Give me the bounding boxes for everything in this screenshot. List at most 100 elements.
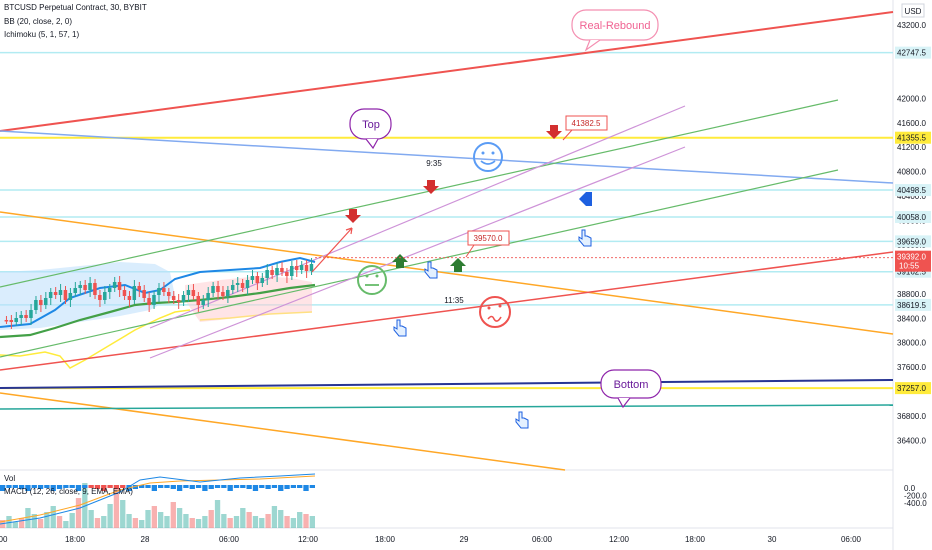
- price-box-41382[interactable]: 41382.5: [562, 115, 608, 141]
- price-tick-label: 37600.0: [897, 363, 926, 372]
- candle-body: [294, 266, 299, 270]
- hand-pointer-icon[interactable]: [424, 261, 438, 279]
- macd-histogram-bar: [50, 485, 56, 491]
- candle-body: [127, 296, 132, 300]
- volume-bar: [151, 506, 157, 528]
- volume-bar: [12, 522, 18, 528]
- macd-histogram-bar: [113, 485, 120, 489]
- bottom-callout[interactable]: Bottom: [600, 369, 662, 409]
- candle-body: [250, 276, 255, 280]
- sell-arrow-icon[interactable]: [546, 125, 562, 139]
- macd-histogram-bar: [101, 485, 107, 491]
- candle-body: [43, 298, 48, 305]
- price-axis[interactable]: 43200.0 42000.0 41600.0 41200.0 40800.0 40400…: [315, 21, 931, 445]
- buy-arrow-icon[interactable]: [392, 254, 408, 268]
- price-tag-label: 39162.5: [897, 268, 926, 277]
- sell-arrow-icon[interactable]: [345, 209, 361, 223]
- symbol-title[interactable]: BTCUSD Perpetual Contract, 30, BYBIT: [4, 3, 147, 12]
- macd-histogram-bar: [37, 485, 44, 489]
- macd-histogram-bar: [94, 485, 101, 489]
- candle-body: [112, 282, 117, 288]
- left-arrow-icon[interactable]: [579, 192, 592, 206]
- volume-bar: [75, 498, 82, 528]
- main-pane[interactable]: [0, 0, 893, 470]
- ichimoku-legend[interactable]: Ichimoku (5, 1, 57, 1): [4, 30, 80, 39]
- time-tick-label: 29: [460, 535, 469, 544]
- macd-histogram-bar: [202, 485, 208, 491]
- candle-body: [186, 290, 191, 295]
- happy-face-icon[interactable]: [473, 142, 503, 172]
- volume-bar: [208, 510, 214, 528]
- channel-green-lower[interactable]: [0, 169, 839, 358]
- bb-legend[interactable]: BB (20, close, 2, 0): [4, 17, 73, 26]
- currency-badge[interactable]: [901, 3, 925, 18]
- candle-body: [280, 268, 284, 272]
- volume-bar: [176, 508, 183, 528]
- price-box-39570[interactable]: 39570.0: [465, 230, 510, 258]
- trendline-navy[interactable]: [0, 379, 894, 389]
- macd-pane[interactable]: 0.0-200.0-400.0: [0, 473, 927, 528]
- price-tag-label: 42747.5: [897, 49, 926, 58]
- candle-body: [142, 290, 146, 298]
- macd-histogram-bar: [151, 485, 157, 491]
- macd-legend[interactable]: MACD (12, 26, close, 9, EMA, EMA): [4, 487, 133, 496]
- volume-bar: [221, 514, 227, 528]
- hand-pointer-icon[interactable]: [515, 411, 529, 429]
- trendline-orange-upper[interactable]: [0, 211, 894, 335]
- macd-histogram-bar: [303, 485, 309, 491]
- trendline-orange-lower[interactable]: [0, 392, 566, 471]
- sell-arrow-icon[interactable]: [423, 180, 439, 194]
- price-tick-label: 36800.0: [897, 412, 926, 421]
- time-note-2: 11:35: [444, 296, 464, 305]
- price-tick-label: 38400.0: [897, 314, 926, 323]
- time-tick-label: 06:00: [532, 535, 553, 544]
- buy-arrow-icon[interactable]: [450, 258, 466, 272]
- candle-body: [34, 300, 38, 310]
- volume-bar: [126, 514, 132, 528]
- candle-body: [226, 290, 230, 296]
- real-rebound-callout[interactable]: Real-Rebound: [571, 9, 659, 52]
- channel-green-upper[interactable]: [0, 99, 839, 288]
- price-tag-label: 40498.5: [897, 186, 926, 195]
- top-label: Top: [362, 119, 380, 131]
- time-axis[interactable]: 00 18:00 28 06:00 12:00 18:00 29 06:00 12:00 18:0…: [0, 535, 862, 544]
- volume-bar: [202, 516, 208, 528]
- volume-bar: [284, 516, 290, 528]
- candle-body: [299, 265, 304, 270]
- candle-body: [107, 288, 112, 292]
- channel-violet-upper[interactable]: [149, 105, 686, 329]
- candle-body: [73, 288, 78, 293]
- time-tick-label: 12:00: [609, 535, 630, 544]
- hand-pointer-icon[interactable]: [578, 229, 592, 247]
- candle-body: [48, 292, 53, 298]
- price-tag-label: 38619.5: [897, 301, 926, 310]
- top-callout[interactable]: Top: [349, 108, 392, 150]
- time-tick-label: 18:00: [375, 535, 396, 544]
- macd-histogram-bar: [221, 485, 227, 488]
- volume-bar: [290, 518, 297, 528]
- time-tick-label: 28: [141, 535, 150, 544]
- trendline-red-lower[interactable]: [0, 251, 894, 371]
- volume-bar: [170, 502, 176, 528]
- trendline-red-upper[interactable]: [0, 11, 894, 132]
- price-tag: [895, 184, 931, 197]
- macd-histogram-bar: [189, 485, 195, 489]
- hand-pointer-icon[interactable]: [393, 319, 407, 337]
- price-tick-label: 41600.0: [897, 119, 926, 128]
- projection-arrow[interactable]: [311, 227, 353, 273]
- candle-body: [309, 264, 314, 271]
- macd-line: [0, 473, 316, 525]
- trendline-blue[interactable]: [0, 130, 894, 184]
- confused-face-icon[interactable]: [479, 296, 511, 328]
- candle-body: [221, 292, 225, 296]
- channel-violet-lower[interactable]: [149, 146, 686, 359]
- volume-bar: [297, 512, 303, 528]
- vol-legend[interactable]: Vol: [4, 474, 16, 483]
- neutral-face-icon[interactable]: [357, 265, 387, 295]
- trendline-teal[interactable]: [0, 404, 894, 410]
- candle-body: [304, 265, 309, 271]
- candle-body: [191, 290, 196, 296]
- volume-bar: [189, 518, 195, 528]
- real-rebound-label: Real-Rebound: [580, 20, 651, 32]
